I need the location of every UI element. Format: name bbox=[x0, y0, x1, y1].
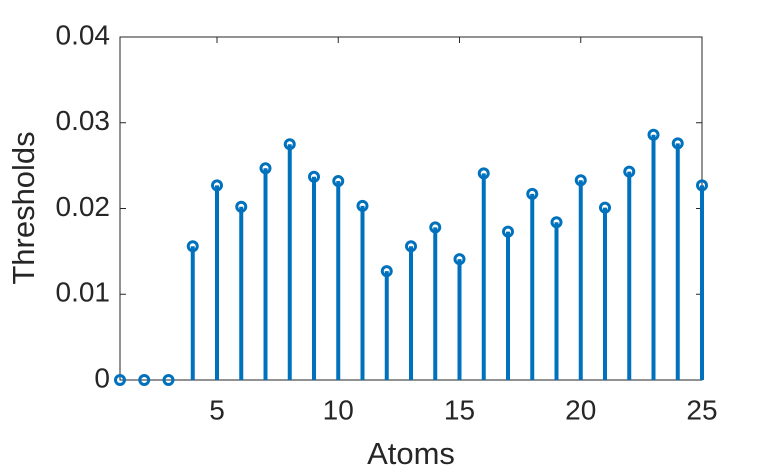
stem-marker bbox=[623, 165, 636, 178]
stem-marker bbox=[696, 179, 708, 192]
x-tick-label: 5 bbox=[209, 394, 225, 425]
stem-marker bbox=[186, 240, 199, 253]
stem-marker bbox=[574, 174, 587, 187]
stem-marker bbox=[671, 137, 684, 150]
stem-marker bbox=[332, 175, 345, 188]
stem-marker bbox=[550, 216, 563, 229]
stem-marker bbox=[405, 240, 417, 253]
stem-marker bbox=[380, 265, 393, 278]
y-tick-label: 0 bbox=[94, 362, 110, 393]
y-tick-label: 0.03 bbox=[56, 105, 111, 136]
stem-marker bbox=[356, 199, 369, 212]
stem-marker bbox=[259, 162, 272, 175]
stem-marker bbox=[308, 170, 320, 183]
stem-marker bbox=[477, 167, 490, 180]
y-tick-label: 0.01 bbox=[56, 277, 111, 308]
y-tick-label: 0.02 bbox=[56, 191, 111, 222]
stem-marker bbox=[138, 374, 151, 386]
stem-marker bbox=[526, 187, 539, 200]
stem-marker bbox=[162, 374, 175, 386]
x-axis-label: Atoms bbox=[367, 436, 455, 471]
y-axis-label: Thresholds bbox=[6, 131, 41, 284]
x-tick-label: 25 bbox=[686, 394, 717, 425]
stem-marker bbox=[235, 200, 248, 213]
stem-marker bbox=[599, 201, 611, 214]
stem-marker bbox=[283, 138, 296, 151]
x-tick-label: 10 bbox=[323, 394, 354, 425]
stem-marker bbox=[429, 221, 442, 234]
x-tick-label: 15 bbox=[444, 394, 475, 425]
x-tick-label: 20 bbox=[565, 394, 596, 425]
stem-marker bbox=[211, 179, 223, 192]
stem-marker bbox=[114, 374, 126, 386]
y-tick-label: 0.04 bbox=[56, 19, 111, 50]
stem-marker bbox=[453, 253, 466, 266]
stem-marker bbox=[502, 225, 514, 238]
stem-marker bbox=[647, 128, 660, 141]
